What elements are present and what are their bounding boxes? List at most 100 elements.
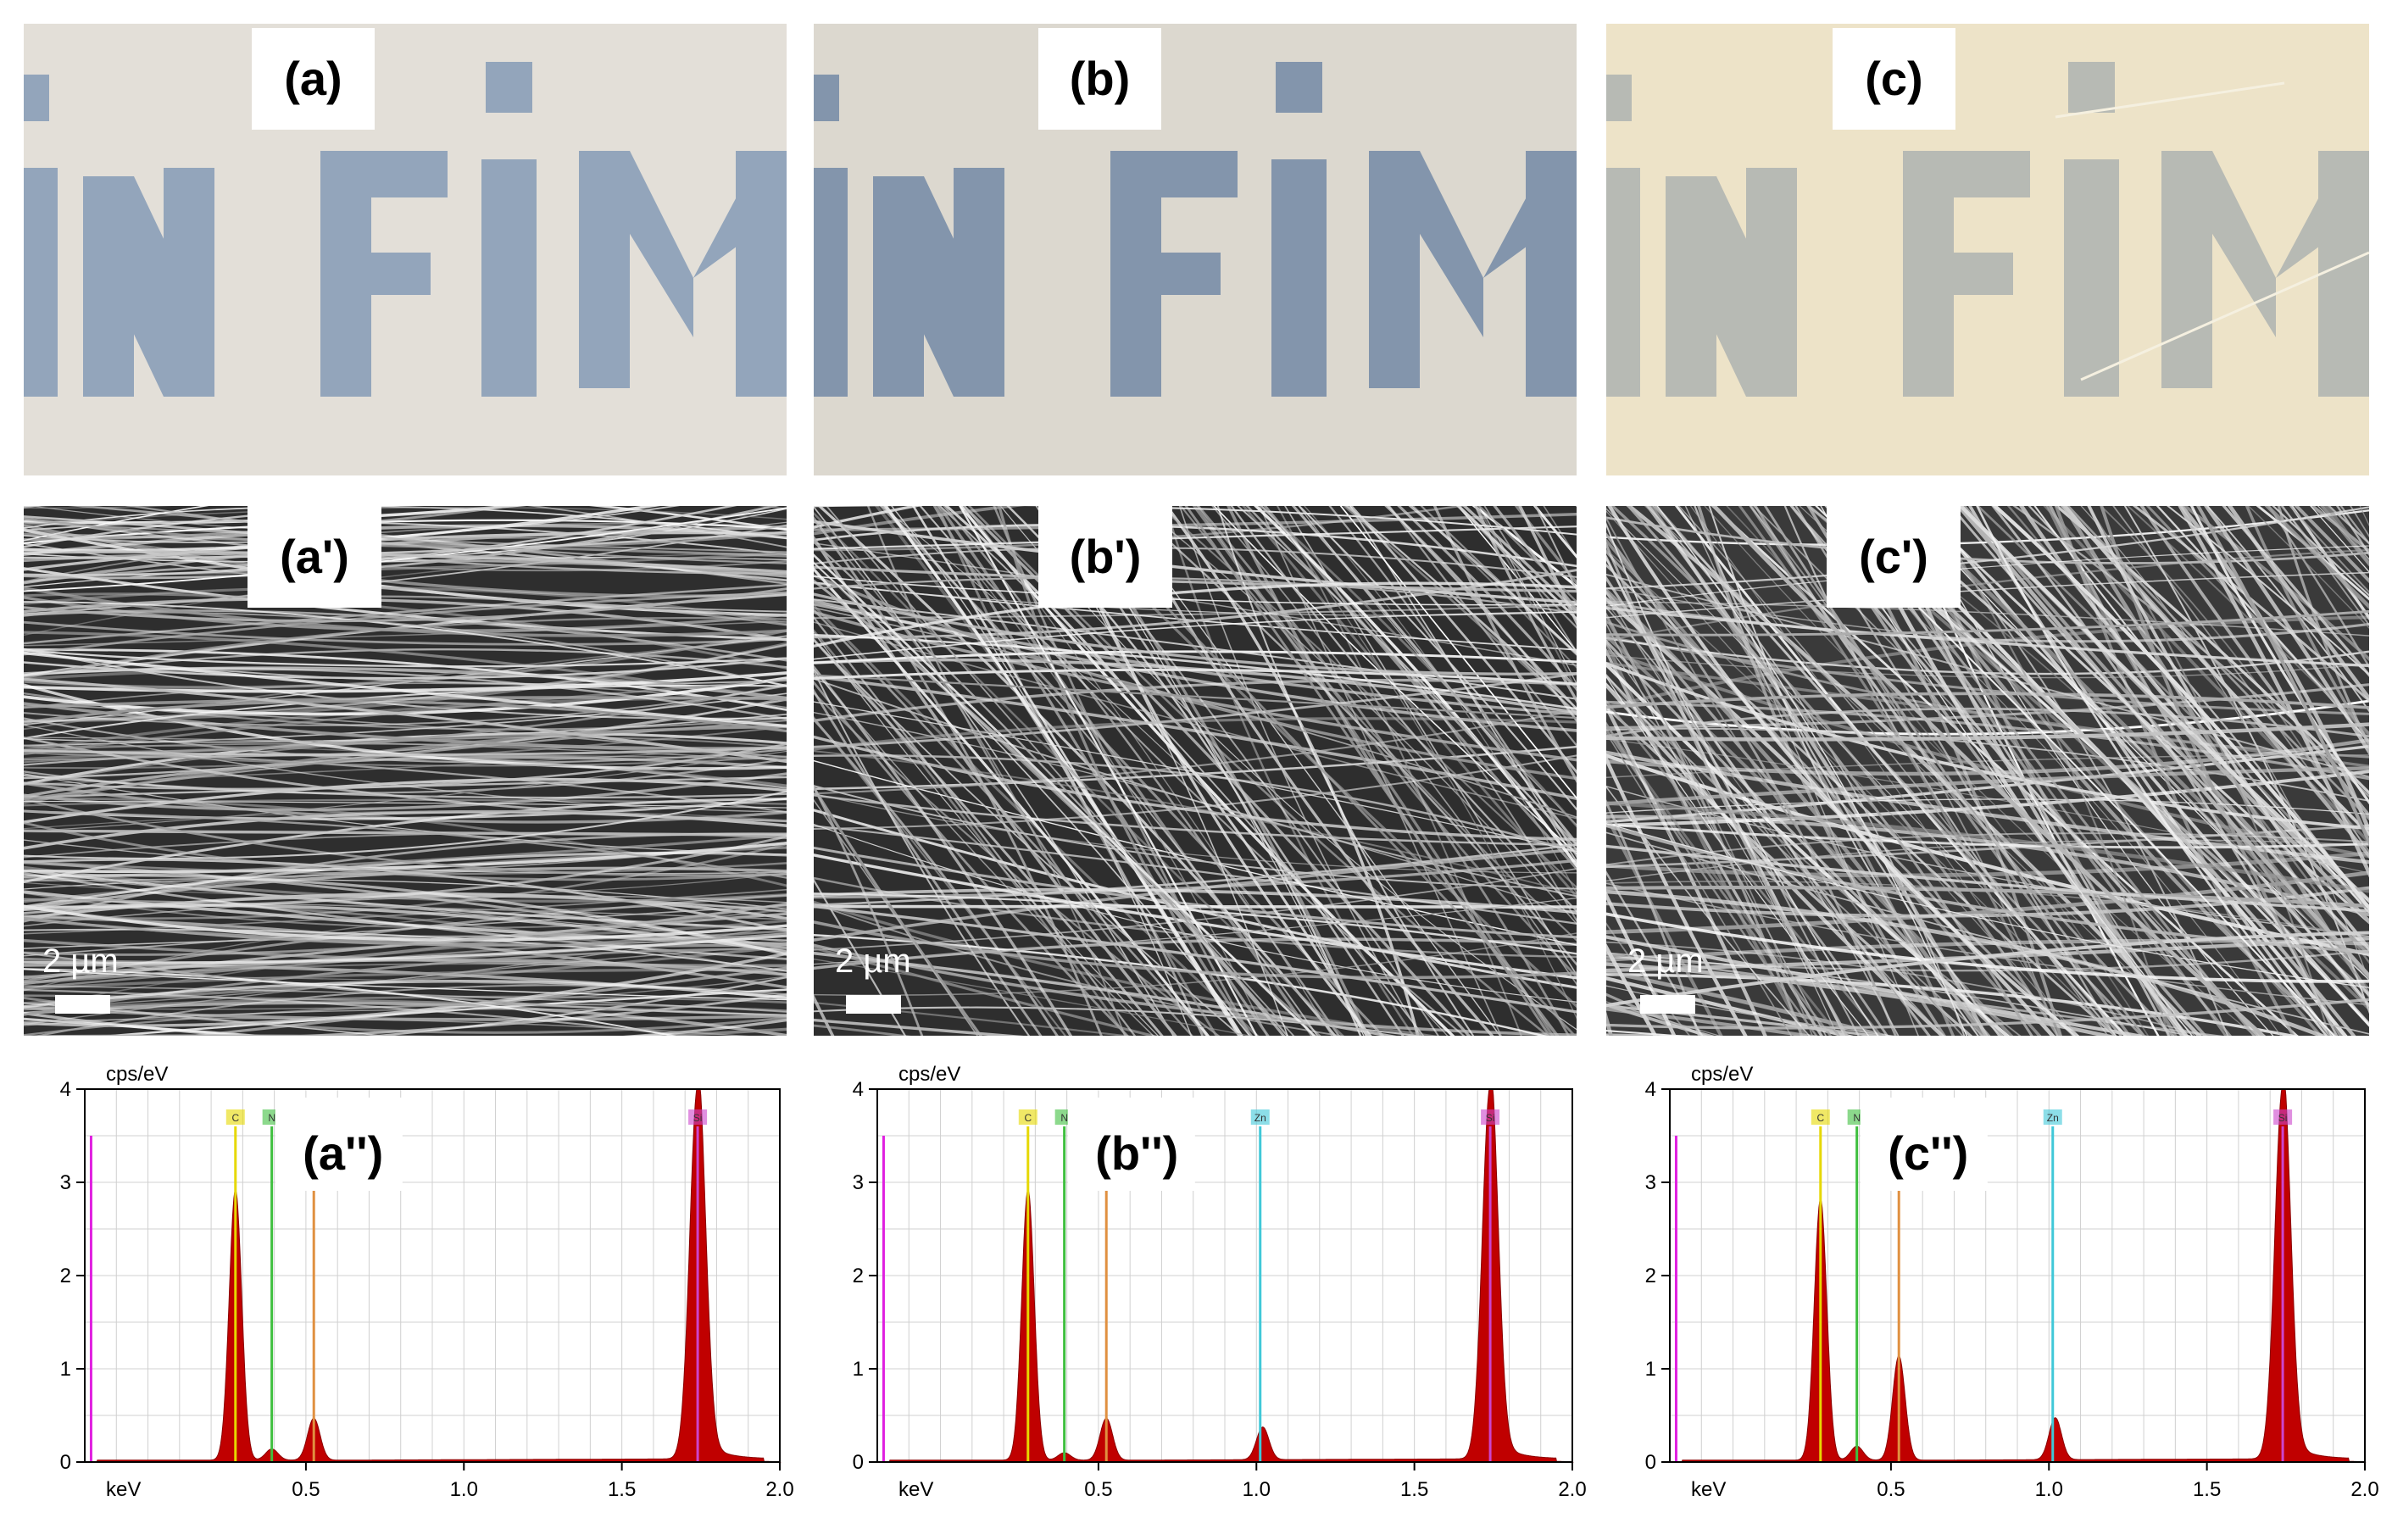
fiber — [1606, 548, 2369, 642]
y-tick-label: 3 — [1645, 1171, 1656, 1194]
fiber — [814, 576, 1577, 614]
fiber — [24, 928, 787, 972]
photo-panel-c — [1606, 24, 2369, 475]
panel-label-bg — [1860, 1098, 1988, 1191]
fiber — [24, 550, 787, 574]
fiber — [814, 520, 1577, 604]
fiber — [1606, 998, 2369, 1030]
fiber — [24, 996, 787, 1034]
fiber — [814, 664, 1073, 1036]
fiber — [814, 1018, 1020, 1036]
fiber — [1606, 976, 1854, 1036]
fiber — [24, 968, 787, 1001]
x-tick-label: 0.5 — [1877, 1478, 1905, 1501]
sem-label-c: (c') — [1827, 506, 1961, 608]
x-axis-label: keV — [106, 1478, 141, 1501]
x-tick-label: 2.0 — [765, 1478, 793, 1501]
sem-panel-c — [1606, 506, 2369, 1036]
fiber — [1344, 506, 1577, 716]
fiber — [24, 842, 787, 874]
fiber — [24, 1011, 787, 1036]
scratch-line — [2055, 81, 2285, 119]
fiber — [1388, 506, 1577, 748]
letter-i-1 — [1606, 75, 1640, 397]
fiber — [1397, 506, 1577, 692]
x-tick-label: 2.0 — [2350, 1478, 2378, 1501]
element-tag-C: C — [1816, 1112, 1824, 1124]
fiber — [2277, 506, 2369, 749]
fiber — [1607, 506, 2080, 1036]
fiber — [1263, 506, 1577, 870]
letter-f — [1903, 151, 2030, 397]
fiber — [24, 620, 787, 646]
spectrum-area — [1670, 1088, 2367, 1463]
fiber — [24, 892, 787, 929]
fiber — [998, 506, 1254, 1036]
fiber — [24, 1034, 442, 1036]
fiber — [883, 506, 1243, 1036]
photo-panel-b — [814, 24, 1577, 475]
fiber — [1184, 506, 1551, 1036]
fiber — [1783, 506, 2117, 1036]
scale-bar-c — [1640, 995, 1695, 1014]
fiber — [2204, 506, 2369, 756]
photo-panel-a — [24, 24, 787, 475]
fiber — [1922, 506, 2369, 1027]
fiber — [1606, 506, 2369, 590]
fiber-mat — [24, 506, 787, 1036]
fiber — [1606, 851, 2369, 878]
y-tick-label: 2 — [60, 1265, 71, 1287]
fiber — [1606, 700, 2369, 781]
fiber — [1259, 506, 1577, 828]
fiber — [814, 688, 1043, 1036]
fiber — [1298, 506, 1577, 826]
element-tag-bg — [1018, 1109, 1037, 1125]
element-tag-bg — [2043, 1109, 2062, 1125]
fiber — [1534, 506, 1577, 592]
letter-f — [320, 151, 448, 397]
fiber — [1606, 953, 2224, 1036]
fiber — [1138, 506, 1577, 926]
fiber — [1606, 823, 2369, 849]
fiber — [24, 952, 787, 1027]
fiber — [1992, 506, 2369, 911]
fiber — [1471, 506, 1577, 589]
element-tag-C: C — [231, 1112, 239, 1124]
fiber — [1711, 506, 2267, 1036]
fiber — [2272, 506, 2369, 597]
fiber — [814, 717, 1577, 751]
fiber — [1432, 506, 1577, 783]
y-tick-label: 2 — [1645, 1265, 1656, 1287]
fiber — [964, 506, 1332, 1036]
fiber — [1606, 635, 2369, 715]
fiber — [814, 674, 1577, 719]
fiber — [814, 668, 1154, 1036]
fiber — [1606, 634, 2014, 1036]
fiber — [24, 742, 787, 791]
fiber — [1265, 506, 1577, 1020]
fiber — [24, 790, 787, 859]
fiber — [24, 934, 787, 965]
photo-label-b: (b) — [1038, 28, 1161, 130]
spectrum-area — [877, 1088, 1574, 1463]
fiber — [24, 835, 787, 909]
fiber — [24, 518, 787, 575]
fiber — [814, 607, 1577, 819]
fiber — [1216, 506, 1475, 1036]
fiber — [24, 916, 787, 947]
fiber — [24, 851, 787, 909]
y-tick-label: 4 — [853, 1078, 864, 1101]
fiber — [1606, 844, 2369, 913]
fiber — [1606, 786, 1811, 1036]
fiber — [1518, 506, 1577, 626]
fiber — [880, 506, 1449, 1036]
fiber — [1606, 571, 2369, 619]
fiber — [1626, 506, 2033, 1036]
fiber — [1606, 801, 2369, 893]
panel-label: (a'') — [303, 1126, 383, 1180]
fiber — [2167, 506, 2369, 676]
fiber — [1697, 506, 1946, 1036]
fiber — [814, 506, 1577, 536]
fiber — [1455, 506, 1577, 629]
painted-letters — [814, 62, 1577, 397]
